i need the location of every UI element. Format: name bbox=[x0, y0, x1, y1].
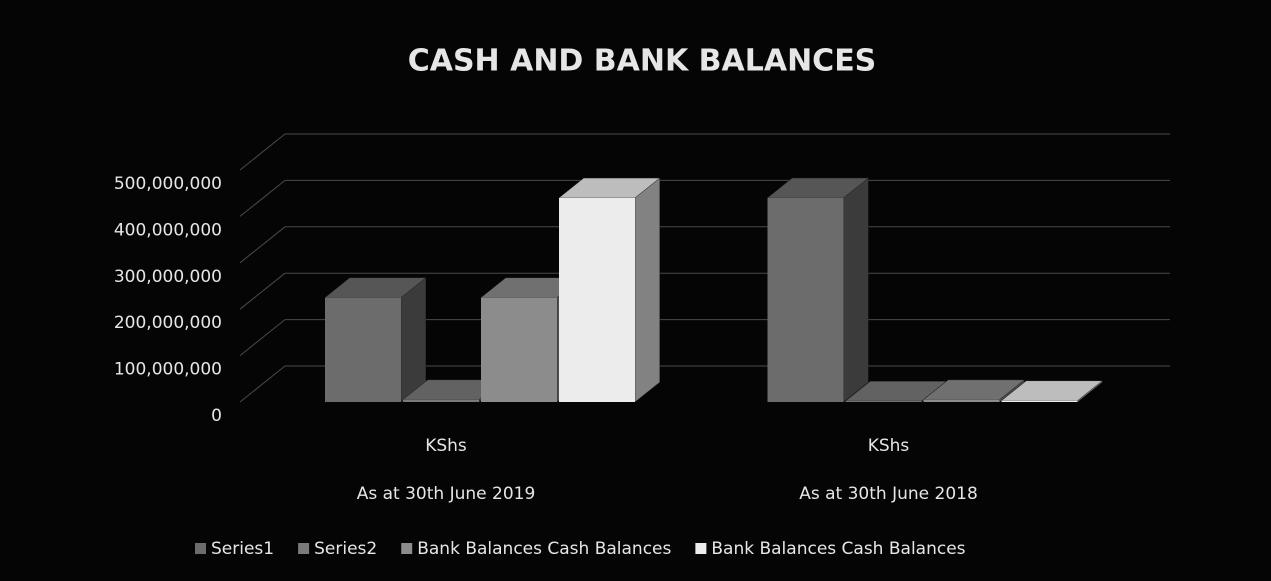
bar bbox=[845, 401, 922, 402]
legend-label: Bank Balances Cash Balances bbox=[711, 539, 965, 559]
y-tick-label: 100,000,000 bbox=[114, 360, 222, 380]
x-group-label: As at 30th June 2018 bbox=[799, 484, 978, 504]
y-tick-label: 500,000,000 bbox=[114, 174, 222, 194]
legend-label: Bank Balances Cash Balances bbox=[417, 539, 671, 559]
y-tick-label: 400,000,000 bbox=[114, 220, 222, 240]
bar bbox=[923, 399, 1000, 402]
bar bbox=[1001, 400, 1078, 402]
grid-line-side bbox=[239, 133, 286, 171]
grid-line-side bbox=[239, 365, 286, 403]
legend-swatch bbox=[695, 543, 707, 554]
legend-swatch bbox=[195, 543, 206, 554]
bar bbox=[767, 197, 844, 402]
bar bbox=[403, 399, 479, 402]
x-tick-label: KShs bbox=[868, 436, 910, 456]
legend-swatch bbox=[401, 543, 413, 554]
bar bbox=[559, 197, 635, 402]
x-group-label: As at 30th June 2019 bbox=[357, 484, 536, 504]
bar-side bbox=[843, 177, 869, 403]
grid-line-side bbox=[239, 226, 286, 264]
x-tick-label: KShs bbox=[425, 436, 467, 456]
grid-line-side bbox=[239, 180, 286, 217]
bar bbox=[481, 297, 557, 402]
y-tick-label: 0 bbox=[211, 406, 222, 426]
grid-line-side bbox=[239, 272, 286, 310]
legend-swatch bbox=[298, 543, 310, 554]
bar bbox=[325, 297, 401, 402]
legend-label: Series2 bbox=[314, 539, 377, 559]
y-tick-label: 200,000,000 bbox=[114, 313, 222, 333]
bar-side bbox=[634, 177, 660, 403]
chart-title: CASH AND BANK BALANCES bbox=[408, 44, 877, 79]
grid-line-side bbox=[239, 319, 286, 356]
y-tick-label: 300,000,000 bbox=[114, 267, 222, 287]
legend-label: Series1 bbox=[211, 539, 274, 559]
bar-side bbox=[400, 277, 426, 403]
